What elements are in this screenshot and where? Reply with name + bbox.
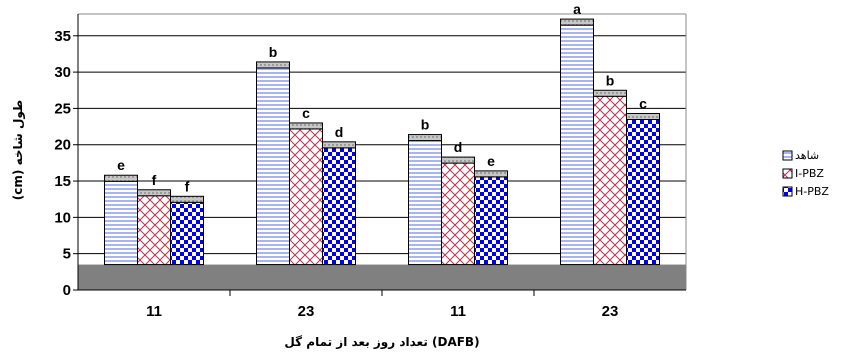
bar-cap xyxy=(289,122,323,130)
significance-letter: e xyxy=(117,157,125,173)
bar-cap xyxy=(137,189,171,197)
bar xyxy=(593,95,627,266)
x-category-label: 11 xyxy=(146,303,162,320)
x-category-label: 11 xyxy=(450,303,466,320)
plot-area: 0 5 10 15 20 25 30 35 11 e f f 23 b c d 11 b d e 23 a b c xyxy=(54,1,687,320)
y-tick-label: 5 xyxy=(63,246,71,263)
significance-letter: b xyxy=(421,117,430,133)
bar-cap xyxy=(626,113,660,121)
y-tick-label: 35 xyxy=(54,28,71,45)
legend-label: شاهد xyxy=(795,149,819,162)
x-category-label: 23 xyxy=(602,303,619,320)
y-tick-label: 15 xyxy=(54,173,71,190)
y-tick-label: 20 xyxy=(54,137,71,154)
y-tick-label: 10 xyxy=(54,209,71,226)
bar-cap xyxy=(408,134,442,142)
significance-letter: b xyxy=(269,44,278,60)
bar-cap xyxy=(322,141,356,149)
significance-letter: a xyxy=(573,1,581,17)
bar-cap xyxy=(441,156,475,164)
legend-swatch xyxy=(782,168,793,179)
legend-label: I-PBZ xyxy=(795,167,824,180)
x-category-label: 23 xyxy=(298,303,315,320)
bar xyxy=(170,201,204,266)
bar xyxy=(560,24,594,266)
significance-letter: e xyxy=(487,153,495,169)
legend-label: H-PBZ xyxy=(795,185,829,198)
bar xyxy=(474,176,508,266)
significance-letter: d xyxy=(335,124,344,140)
bar-cap xyxy=(104,174,138,182)
bar xyxy=(441,162,475,266)
y-tick-label: 25 xyxy=(54,100,71,117)
significance-letter: c xyxy=(302,105,310,121)
y-axis-title: طول شاخه (cm) xyxy=(11,100,26,200)
significance-letter: c xyxy=(639,96,647,112)
bar xyxy=(104,180,138,266)
legend: شاهد I-PBZ H-PBZ xyxy=(782,149,829,198)
significance-letter: f xyxy=(185,178,190,194)
bar-cap xyxy=(560,18,594,26)
bar-cap xyxy=(170,195,204,203)
bar xyxy=(289,128,323,266)
bar-cap xyxy=(593,89,627,97)
y-tick-label: 30 xyxy=(54,64,71,81)
legend-swatch xyxy=(782,150,793,161)
bar xyxy=(137,195,171,266)
legend-swatch xyxy=(782,186,793,197)
significance-letter: d xyxy=(454,139,463,155)
x-axis-title: تعداد روز بعد از تمام گل (DAFB) xyxy=(284,335,479,350)
bar-cap xyxy=(474,170,508,178)
significance-letter: f xyxy=(152,172,157,188)
bar xyxy=(408,140,442,266)
significance-letter: b xyxy=(606,72,615,88)
bar-cap xyxy=(256,61,290,69)
bar xyxy=(256,67,290,266)
bar xyxy=(322,147,356,266)
bar xyxy=(626,119,660,266)
y-tick-label: 0 xyxy=(63,282,71,299)
plot-floor xyxy=(78,264,686,290)
